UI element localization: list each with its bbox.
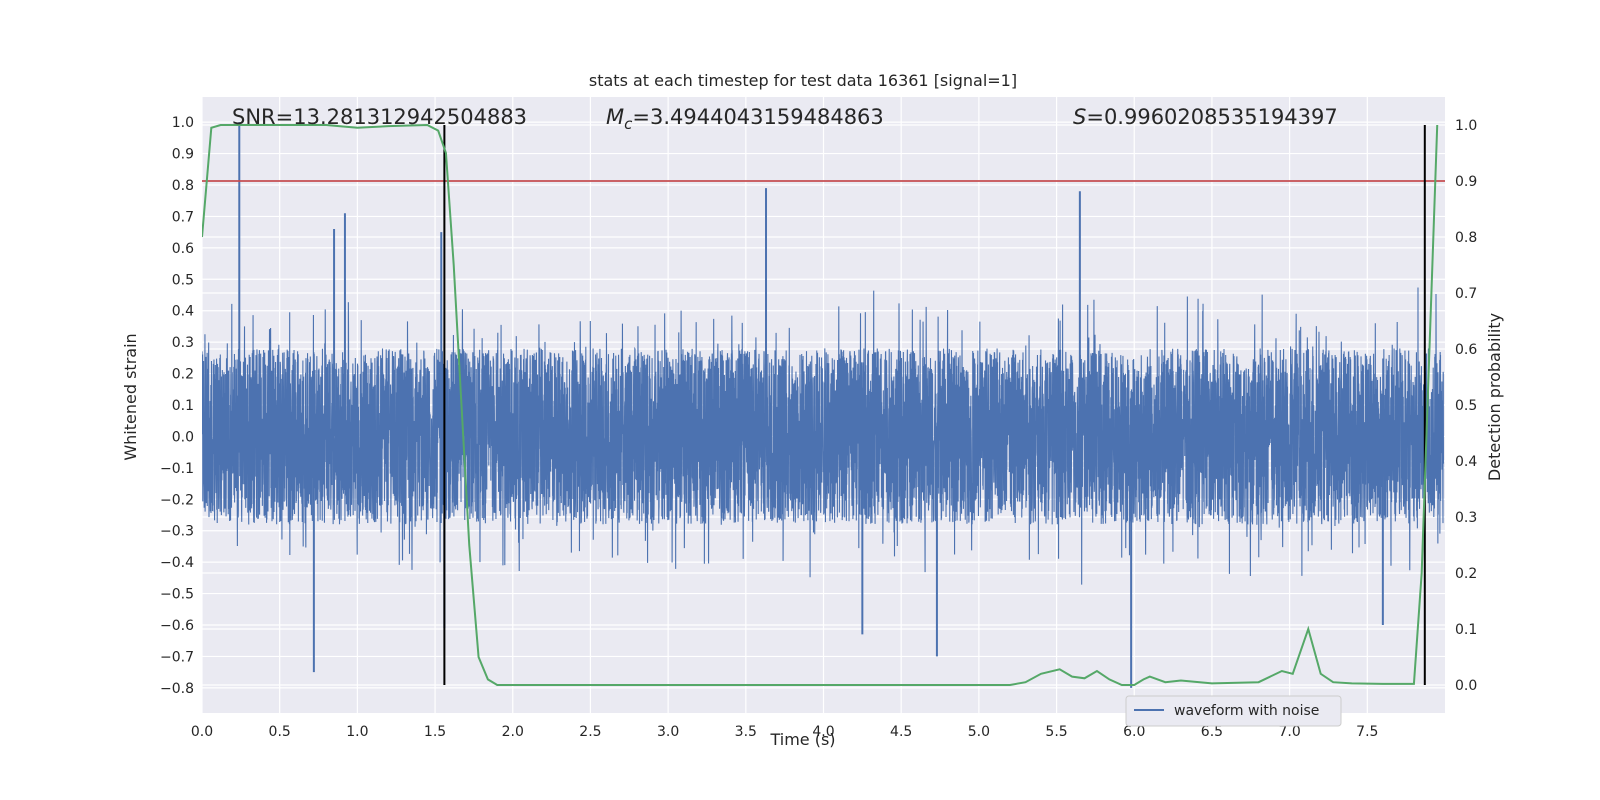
s-value: =0.9960208535194397: [1086, 105, 1337, 129]
x-tick-label: 4.0: [812, 724, 834, 740]
left-y-tick-label: −0.4: [160, 555, 194, 571]
mc-value: =3.4944043159484863: [632, 105, 883, 129]
left-y-tick-label: 0.8: [172, 178, 194, 194]
legend-box: [1125, 695, 1342, 727]
legend: waveform with noise: [1125, 695, 1342, 727]
right-y-tick-label: 0.4: [1455, 454, 1477, 470]
right-y-tick-label: 0.3: [1455, 510, 1477, 526]
x-tick-label: 3.5: [735, 724, 757, 740]
legend-label: waveform with noise: [1174, 703, 1319, 719]
right-y-tick-label: 0.8: [1455, 230, 1477, 246]
x-tick-label: 4.5: [890, 724, 912, 740]
mc-symbol: M: [606, 105, 624, 129]
right-y-tick-label: 1.0: [1455, 118, 1477, 134]
left-y-tick-label: 0.7: [172, 209, 194, 225]
right-y-tick-label: 0.2: [1455, 566, 1477, 582]
x-tick-label: 5.0: [968, 724, 990, 740]
left-y-tick-label: 0.6: [172, 241, 194, 257]
x-tick-label: 6.0: [1123, 724, 1145, 740]
left-y-tick-label: −0.6: [160, 618, 194, 634]
x-tick-label: 7.5: [1356, 724, 1378, 740]
right-y-axis-label: Detection probability: [1485, 313, 1504, 481]
left-y-tick-label: 0.0: [172, 429, 194, 445]
left-y-tick-label: 0.9: [172, 147, 194, 163]
x-tick-label: 3.0: [657, 724, 679, 740]
left-y-tick-label: −0.7: [160, 649, 194, 665]
x-axis-label: Time (s): [769, 730, 835, 749]
right-y-axis-ticks: 1.0 0.9 0.8 0.7 0.6 0.5 0.4 0.3 0.2 0.1 0.0: [1455, 118, 1477, 694]
x-tick-label: 5.5: [1045, 724, 1067, 740]
score-annotation: S=0.9960208535194397: [1073, 105, 1338, 129]
waveform-line: [202, 287, 1444, 585]
left-y-tick-label: 0.5: [172, 272, 194, 288]
x-tick-label: 7.0: [1278, 724, 1300, 740]
x-tick-label: 1.5: [424, 724, 446, 740]
probability-line: [202, 123, 1439, 686]
probability-series: [202, 123, 1439, 686]
x-tick-label: 1.0: [346, 724, 368, 740]
vertical-marker-lines: [443, 125, 1426, 685]
right-y-tick-label: 0.1: [1455, 622, 1477, 638]
right-y-tick-label: 0.0: [1455, 678, 1477, 694]
left-y-tick-label: −0.5: [160, 587, 194, 603]
x-tick-label: 0.0: [191, 724, 213, 740]
x-axis-ticks: 0.0 0.5 1.0 1.5 2.0 2.5 3.0 3.5 4.0 4.5 5.0 5.5 6.0 6…: [191, 724, 1379, 740]
chart-title: stats at each timestep for test data 163…: [589, 71, 1017, 90]
waveform-series: [202, 122, 1444, 688]
x-tick-label: 2.0: [502, 724, 524, 740]
mc-subscript: c: [624, 115, 633, 133]
x-tick-label: 6.5: [1201, 724, 1223, 740]
left-y-tick-label: −0.3: [160, 524, 194, 540]
left-y-tick-label: 0.1: [172, 398, 194, 414]
left-y-axis-ticks: 1.0 0.9 0.8 0.7 0.6 0.5 0.4 0.3 0.2 0.1 0.0 −0.1 −0.…: [160, 115, 194, 697]
left-y-tick-label: 0.2: [172, 367, 194, 383]
left-y-tick-label: 0.4: [172, 304, 194, 320]
left-y-tick-label: 1.0: [172, 115, 194, 131]
left-y-tick-label: −0.8: [160, 681, 194, 697]
right-y-tick-label: 0.6: [1455, 342, 1477, 358]
right-y-tick-label: 0.7: [1455, 286, 1477, 302]
left-y-tick-label: −0.2: [160, 492, 194, 508]
right-y-tick-label: 0.5: [1455, 398, 1477, 414]
snr-annotation: SNR=13.281312942504883: [232, 105, 527, 129]
s-symbol: S: [1073, 105, 1086, 129]
left-y-axis-label: Whitened strain: [121, 333, 140, 460]
left-y-tick-label: 0.3: [172, 335, 194, 351]
right-y-tick-label: 0.9: [1455, 174, 1477, 190]
chirp-mass-annotation: Mc=3.4944043159484863: [606, 105, 884, 133]
x-tick-label: 0.5: [269, 724, 291, 740]
left-y-tick-label: −0.1: [160, 461, 194, 477]
x-tick-label: 2.5: [579, 724, 601, 740]
